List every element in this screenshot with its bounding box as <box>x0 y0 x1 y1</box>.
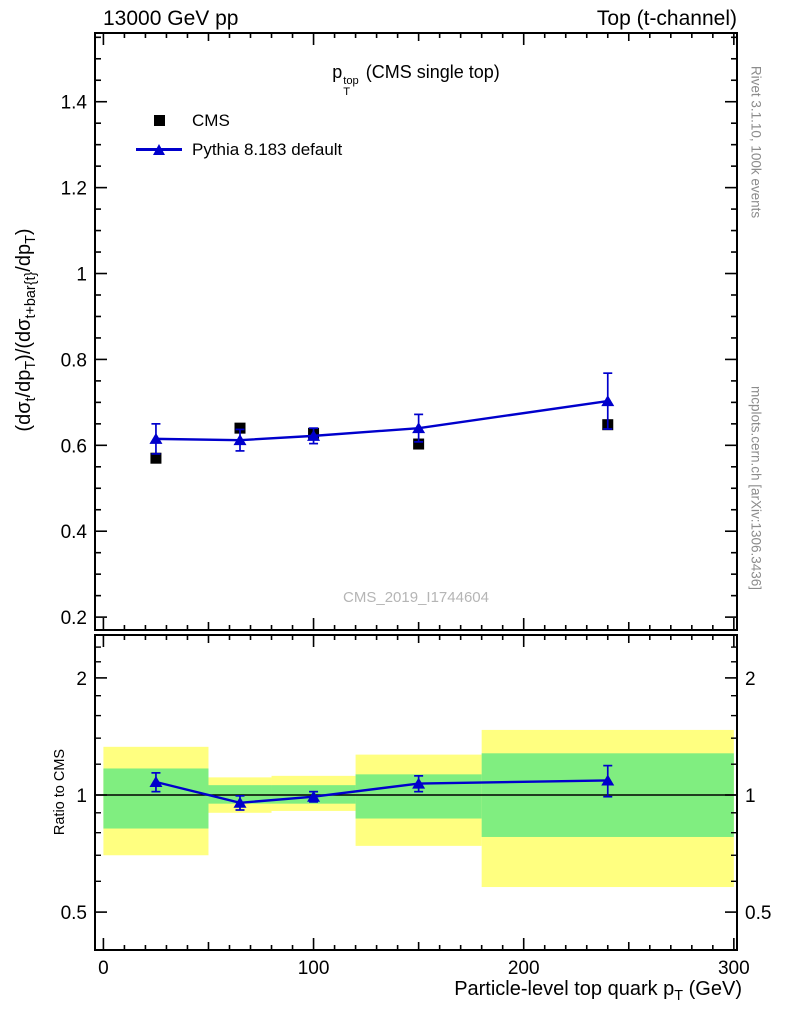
data-point-triangle <box>149 775 163 787</box>
label-segment: T <box>23 235 39 244</box>
plot-title-script-stack: top T <box>343 75 359 99</box>
data-point-triangle <box>412 422 426 434</box>
ratio-y-tick-label: 1 <box>745 786 756 807</box>
beam-energy-label: 13000 GeV pp <box>103 7 239 30</box>
data-point-triangle <box>307 429 321 441</box>
legend-label-pythia: Pythia 8.183 default <box>192 139 343 159</box>
data-point-triangle <box>149 432 163 444</box>
data-point-square <box>413 438 425 450</box>
plot-title-sup: top <box>343 75 359 88</box>
ratio-y-tick-label: 2 <box>76 669 87 690</box>
x-axis-label: Particle-level top quark pT (GeV) <box>454 978 742 1004</box>
x-tick-label: 0 <box>98 958 109 979</box>
label-segment: T <box>674 988 684 1004</box>
label-segment: σ <box>13 318 35 331</box>
plot-title-sub: T <box>343 86 351 99</box>
data-point-square <box>150 452 162 464</box>
main-frame <box>94 32 738 631</box>
plot-title-rest: (CMS single top) <box>360 62 500 82</box>
label-segment: (GeV) <box>683 978 742 1000</box>
data-point-triangle <box>307 790 321 802</box>
data-point-square <box>234 422 246 434</box>
analysis-id-watermark: CMS_2019_I1744604 <box>343 589 489 606</box>
plot-title-base: p <box>332 62 343 82</box>
mcplots-reference-note: mcplots.cern.ch [arXiv:1306.3436] <box>748 385 764 591</box>
data-point-triangle <box>412 777 426 789</box>
ratio-y-tick-label: 2 <box>745 669 756 690</box>
main-y-axis-label: (dσt/dpT)/(dσt+bar{t}/dpT) <box>13 228 39 431</box>
label-segment: )/(d <box>13 330 35 361</box>
main-y-tick-label: 0.6 <box>61 436 87 457</box>
pythia-triangle-icon <box>153 144 165 155</box>
main-y-tick-label: 0.4 <box>61 522 88 543</box>
x-tick-label: 200 <box>508 958 540 979</box>
data-point-triangle <box>601 774 615 786</box>
ratio-y-tick-label: 0.5 <box>61 903 87 924</box>
label-segment: σ <box>13 401 35 414</box>
data-point-triangle <box>601 395 615 407</box>
legend-item-pythia: Pythia 8.183 default <box>136 135 342 164</box>
rivet-version-note: Rivet 3.1.10, 100k events <box>748 65 764 219</box>
ratio-panel: 0.5 0.5 1 1 2 2 <box>61 634 771 951</box>
label-segment: t <box>23 397 39 402</box>
label-segment: /dp <box>13 243 35 272</box>
ratio-y-tick-label: 0.5 <box>745 903 771 924</box>
main-y-tick-label: 1 <box>76 265 87 286</box>
plot-title: p top T (CMS single top) <box>332 62 500 98</box>
label-segment: ) <box>13 228 35 236</box>
legend-label-cms: CMS <box>192 110 230 130</box>
process-label: Top (t-channel) <box>596 7 737 30</box>
pythia-triangle-line-marker-icon <box>136 142 182 158</box>
label-segment: t+bar{t} <box>23 271 39 319</box>
label-segment: (d <box>13 413 35 432</box>
ratio-y-tick-label: 1 <box>76 786 87 807</box>
ratio-y-axis-label: Ratio to CMS <box>52 748 68 836</box>
legend-marker-area <box>136 113 182 129</box>
main-y-tick-label: 0.2 <box>61 608 87 629</box>
main-y-tick-label: 1.2 <box>61 179 87 200</box>
series-line <box>155 399 608 442</box>
label-segment: /dp <box>13 369 35 398</box>
legend-item-cms: CMS <box>136 106 342 135</box>
label-segment: T <box>23 360 39 370</box>
label-segment: Particle-level top quark p <box>454 978 675 1000</box>
main-y-tick-label: 1.4 <box>61 93 88 114</box>
data-point-triangle <box>233 796 247 808</box>
data-point-triangle <box>233 434 247 446</box>
main-y-tick-label: 0.8 <box>61 350 87 371</box>
x-tick-label: 100 <box>298 958 330 979</box>
cms-square-marker-icon <box>153 115 165 126</box>
x-tick-label: 300 <box>718 958 750 979</box>
ratio-frame <box>94 634 738 951</box>
main-panel: 0.2 0.4 0.6 0.8 1 1.2 1.4 <box>61 32 738 631</box>
legend: CMS Pythia 8.183 default <box>136 106 342 164</box>
